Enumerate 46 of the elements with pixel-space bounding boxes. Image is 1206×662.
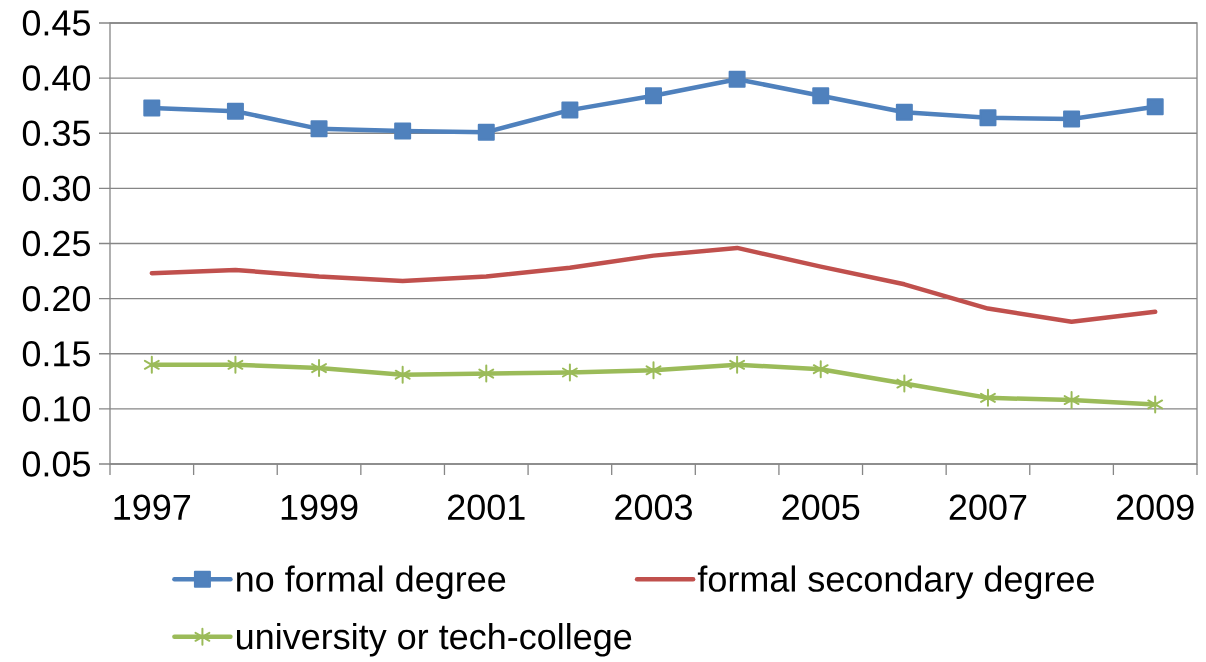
point	[645, 361, 662, 380]
point	[226, 102, 244, 120]
point	[143, 355, 160, 374]
point	[394, 122, 412, 140]
y-tick-label: 0.30	[22, 175, 91, 202]
point	[979, 109, 997, 127]
legend-label: no formal degree	[237, 565, 506, 599]
point	[895, 103, 913, 121]
point	[896, 374, 913, 393]
y-tick-label: 0.35	[22, 120, 90, 146]
x-tick-label: 2001	[448, 494, 525, 521]
point	[1063, 391, 1080, 410]
point	[227, 355, 244, 374]
y-tick-label: 0.45	[22, 10, 90, 36]
point	[478, 364, 495, 383]
y-tick-label: 0.25	[22, 230, 90, 257]
point	[645, 87, 662, 105]
point	[311, 359, 327, 378]
point	[812, 360, 829, 379]
x-tick-label: 2007	[949, 494, 1027, 521]
x-tick-label: 2005	[782, 494, 860, 521]
x-tick-label: 2009	[1116, 494, 1194, 521]
y-tick-label: 0.15	[22, 341, 90, 367]
point	[812, 87, 830, 105]
legend-label: formal secondary degree	[697, 565, 1094, 599]
point	[728, 70, 746, 88]
point	[561, 363, 578, 382]
point	[143, 99, 161, 117]
point	[561, 101, 579, 119]
legend-label: university or tech-college	[237, 623, 632, 657]
point	[1146, 98, 1164, 116]
x-tick-label: 2003	[615, 494, 692, 521]
point	[1063, 110, 1081, 128]
y-tick-label: 0.10	[22, 396, 91, 422]
x-tick-label: 1999	[281, 494, 358, 521]
point	[310, 120, 328, 138]
point	[729, 355, 746, 374]
point	[980, 388, 996, 407]
line-series	[149, 245, 1158, 325]
point	[1147, 395, 1164, 414]
x-tick-label: 1997	[114, 494, 191, 521]
y-tick-label: 0.20	[22, 285, 91, 312]
point	[477, 123, 495, 141]
point	[394, 365, 411, 384]
y-tick-label: 0.40	[22, 65, 91, 91]
y-tick-label: 0.05	[22, 451, 90, 477]
